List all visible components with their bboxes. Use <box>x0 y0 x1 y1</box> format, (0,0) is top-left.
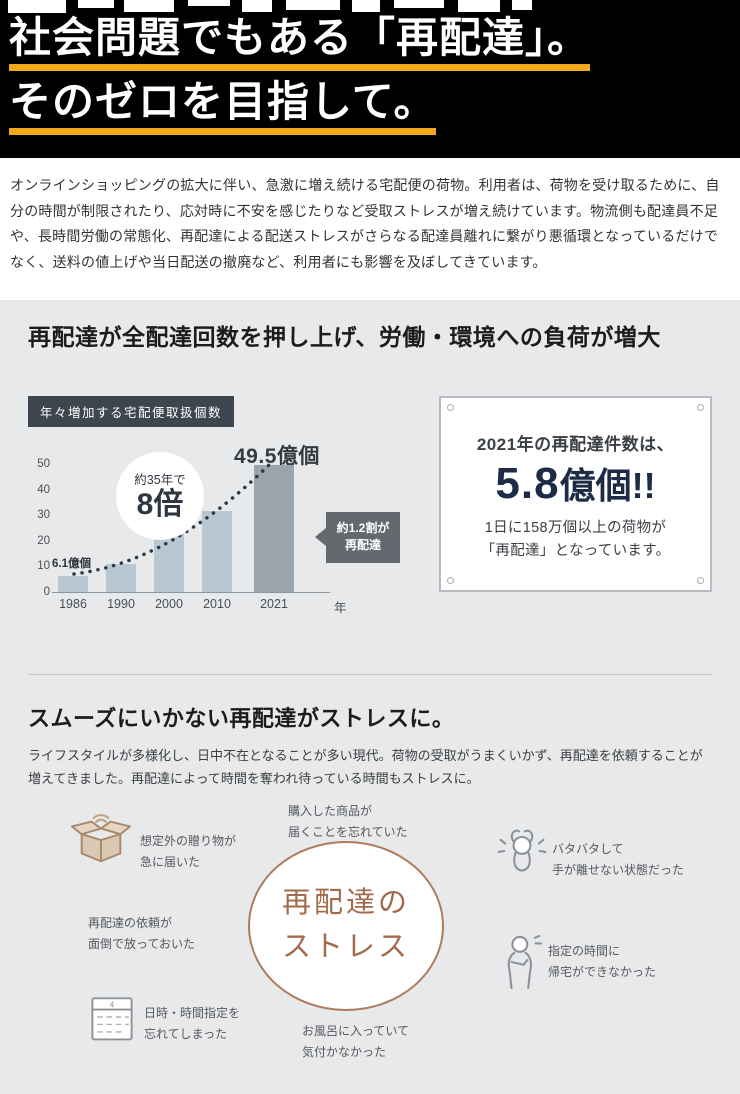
redelivery-stat-box: 2021年の再配達件数は、 5.8億個!! 1日に158万個以上の荷物が 「再配… <box>439 396 712 592</box>
waiting-person-icon <box>492 931 544 993</box>
section-heading-stress: スムーズにいかない再配達がストレスに。 <box>28 706 455 731</box>
cropped-glyph-fragment <box>242 0 272 12</box>
chart-y-tick: 0 <box>43 586 50 598</box>
cropped-glyph-fragment <box>458 0 500 12</box>
svg-text:4: 4 <box>110 999 115 1009</box>
stress-item-line1: 想定外の贈り物が <box>140 833 237 848</box>
main-content: 再配達が全配達回数を押し上げ、労働・環境への負荷が増大 年々増加する宅配便取扱個… <box>0 300 740 1094</box>
redelivery-share-callout: 約1.2割が 再配達 <box>315 512 400 563</box>
chart-bar-1986 <box>58 576 88 592</box>
stats-row: 年々増加する宅配便取扱個数 6.1億個 49.5億個 約35年で 8倍 約1.2… <box>28 396 712 628</box>
center-circle-line2: ストレス <box>281 930 410 963</box>
stress-item-line2: 帰宅ができなかった <box>548 964 657 979</box>
growth-badge-value: 8倍 <box>136 488 184 522</box>
growth-badge-label: 約35年で <box>134 473 186 488</box>
stressed-person-icon <box>494 823 550 879</box>
cropped-glyph-fragment <box>188 0 230 6</box>
stress-item: バタバタして 手が離せない状態だった <box>552 839 684 882</box>
hero-title-line2: そのゼロを目指して。 <box>9 78 437 136</box>
chart-y-tick: 20 <box>37 534 50 547</box>
stat-detail-line2: 「再配達」となっています。 <box>480 543 671 560</box>
chart-y-tick: 30 <box>37 509 50 522</box>
stress-item-line1: 指定の時間に <box>548 943 621 958</box>
stress-item-line1: 日時・時間指定を <box>144 1005 241 1020</box>
cropped-glyph-fragment <box>8 0 66 13</box>
stat-intro: 2021年の再配達件数は、 <box>476 435 675 454</box>
screw-icon <box>697 404 704 411</box>
intro-section: オンラインショッピングの拡大に伴い、急激に増え続ける宅配便の荷物。利用者は、荷物… <box>0 158 740 300</box>
bar-chart: 年々増加する宅配便取扱個数 6.1億個 49.5億個 約35年で 8倍 約1.2… <box>28 396 413 628</box>
stat-big-number: 5.8億個!! <box>441 457 710 509</box>
stress-center-circle: 再配達の ストレス <box>248 840 444 1011</box>
first-bar-value-label: 6.1億個 <box>52 558 91 570</box>
chart-bar-2021 <box>254 465 294 592</box>
x-axis-unit-label: 年 <box>334 601 347 615</box>
stress-paragraph: ライフスタイルが多様化し、日中不在となることが多い現代。荷物の受取がうまくいかず… <box>28 748 703 786</box>
callout-line1: 約1.2割が <box>336 521 390 535</box>
chart-x-label: 2010 <box>203 597 231 611</box>
chart-x-label: 2021 <box>260 597 288 611</box>
stress-item: 購入した商品が 届くことを忘れていた <box>288 801 408 844</box>
center-circle-line1: 再配達の <box>281 887 410 919</box>
chart-x-label: 1990 <box>107 597 135 611</box>
stress-item: 想定外の贈り物が 急に届いた <box>140 831 236 874</box>
chart-y-tick: 10 <box>37 560 50 573</box>
screw-icon <box>697 577 704 584</box>
stress-item-line1: バタバタして <box>552 841 624 856</box>
chart-y-tick: 40 <box>37 483 50 496</box>
stress-item: 指定の時間に 帰宅ができなかった <box>548 941 656 984</box>
stat-suffix: 億個!! <box>559 465 656 506</box>
callout-line2: 再配達 <box>344 538 381 553</box>
chart-bar-1990 <box>106 563 136 592</box>
screw-icon <box>447 577 454 584</box>
peak-bar-value-label: 49.5億個 <box>234 445 320 468</box>
stress-item-line1: 再配達の依頼が <box>88 915 173 930</box>
chart-y-tick: 50 <box>37 458 50 470</box>
stat-number: 5.8 <box>495 459 560 508</box>
cropped-glyph-fragment <box>78 0 114 8</box>
chart-x-label: 2000 <box>155 597 183 611</box>
cropped-glyph-fragment <box>394 0 444 8</box>
stress-item-line2: 届くことを忘れていた <box>288 824 408 839</box>
hero-title-line1: 社会問題でもある「再配達」。 <box>9 14 591 72</box>
stress-item-line2: 気付かなかった <box>302 1044 387 1059</box>
section-heading-load: 再配達が全配達回数を押し上げ、労働・環境への負荷が増大 <box>28 324 661 350</box>
stress-item: 再配達の依頼が 面倒で放っておいた <box>88 913 195 956</box>
stress-item-line2: 急に届いた <box>140 854 201 869</box>
chart-x-label: 1986 <box>59 597 87 611</box>
stress-item-line2: 面倒で放っておいた <box>88 936 196 951</box>
stress-item-line1: お風呂に入っていて <box>302 1023 410 1038</box>
x-axis-line <box>52 592 330 593</box>
calendar-icon: 4 <box>84 989 140 1045</box>
stress-item: お風呂に入っていて 気付かなかった <box>302 1021 409 1064</box>
stress-diagram: 再配達の ストレス 想定外の贈り物が 急に届いた <box>0 795 740 1083</box>
cropped-glyph-fragment <box>286 0 340 10</box>
growth-badge: 約35年で 8倍 <box>116 452 204 540</box>
trend-dotted-line-icon <box>72 458 276 576</box>
cropped-glyph-fragment <box>512 0 532 10</box>
stress-item-line2: 忘れてしまった <box>144 1026 228 1041</box>
stress-item: 日時・時間指定を 忘れてしまった <box>144 1003 240 1046</box>
hero-header: 社会問題でもある「再配達」。 そのゼロを目指して。 <box>0 0 740 158</box>
stress-item-line1: 購入した商品が <box>288 803 373 818</box>
section-divider <box>28 674 712 675</box>
cropped-glyph-fragment <box>124 0 174 12</box>
cropped-glyph-fragment <box>352 0 380 12</box>
stress-item-line2: 手が離せない状態だった <box>552 862 685 877</box>
screw-icon <box>447 404 454 411</box>
bar-chart-plot: 6.1億個 49.5億個 約35年で 8倍 約1.2割が 再配達 年 1986 1… <box>28 396 413 628</box>
intro-paragraph: オンラインショッピングの拡大に伴い、急激に増え続ける宅配便の荷物。利用者は、荷物… <box>10 177 720 270</box>
gift-box-icon <box>70 811 132 869</box>
stat-detail: 1日に158万個以上の荷物が 「再配達」となっています。 <box>441 517 710 563</box>
stat-detail-line1: 1日に158万個以上の荷物が <box>484 520 667 536</box>
chart-title: 年々増加する宅配便取扱個数 <box>28 396 235 427</box>
chart-bar-2010 <box>202 511 232 592</box>
